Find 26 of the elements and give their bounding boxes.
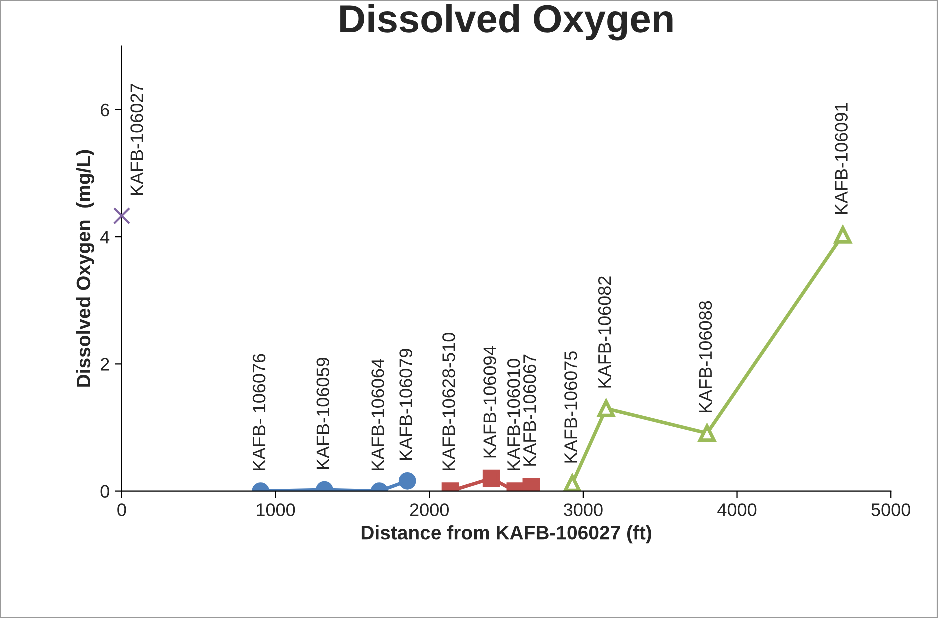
- annotation: KAFB- 106076: [252, 354, 266, 470]
- annotation: KAFB-106094: [484, 346, 496, 458]
- annotation: KAFB-106059: [316, 358, 330, 470]
- y-tick-label: 4: [100, 231, 110, 244]
- y-tick-label: 6: [101, 104, 110, 117]
- x-tick-label: 5000: [872, 504, 910, 516]
- annotation: KAFB-106088: [699, 301, 712, 413]
- y-tick-label: 2: [101, 358, 110, 371]
- annotation: KAFB-106010: [508, 359, 520, 470]
- x-tick-label: 0: [118, 504, 126, 516]
- x-tick-label: 2000: [410, 504, 449, 516]
- annotation: KAFB-106064: [372, 358, 384, 470]
- x-axis-title: Distance from KAFB-106027 (ft): [362, 526, 652, 544]
- annotation: KAFB-106091: [835, 103, 848, 214]
- annotation: KAFB-106082: [598, 276, 612, 388]
- annotation: KAFB-106027: [130, 84, 144, 196]
- annotation: KAFB-106075: [564, 352, 578, 463]
- annotation: KAFB-106067: [524, 354, 536, 466]
- y-tick-label: 0: [100, 485, 110, 498]
- annotation: KAFB-10628-510: [442, 333, 456, 470]
- chart-title: Dissolved Oxygen: [340, 4, 673, 41]
- annotation: KAFB-106079: [400, 349, 412, 460]
- x-tick-label: 4000: [718, 504, 757, 516]
- y-axis-title: Dissolved Oxygen (mg/L): [76, 150, 95, 387]
- x-tick-label: 1000: [257, 504, 296, 516]
- x-tick-label: 3000: [564, 504, 603, 516]
